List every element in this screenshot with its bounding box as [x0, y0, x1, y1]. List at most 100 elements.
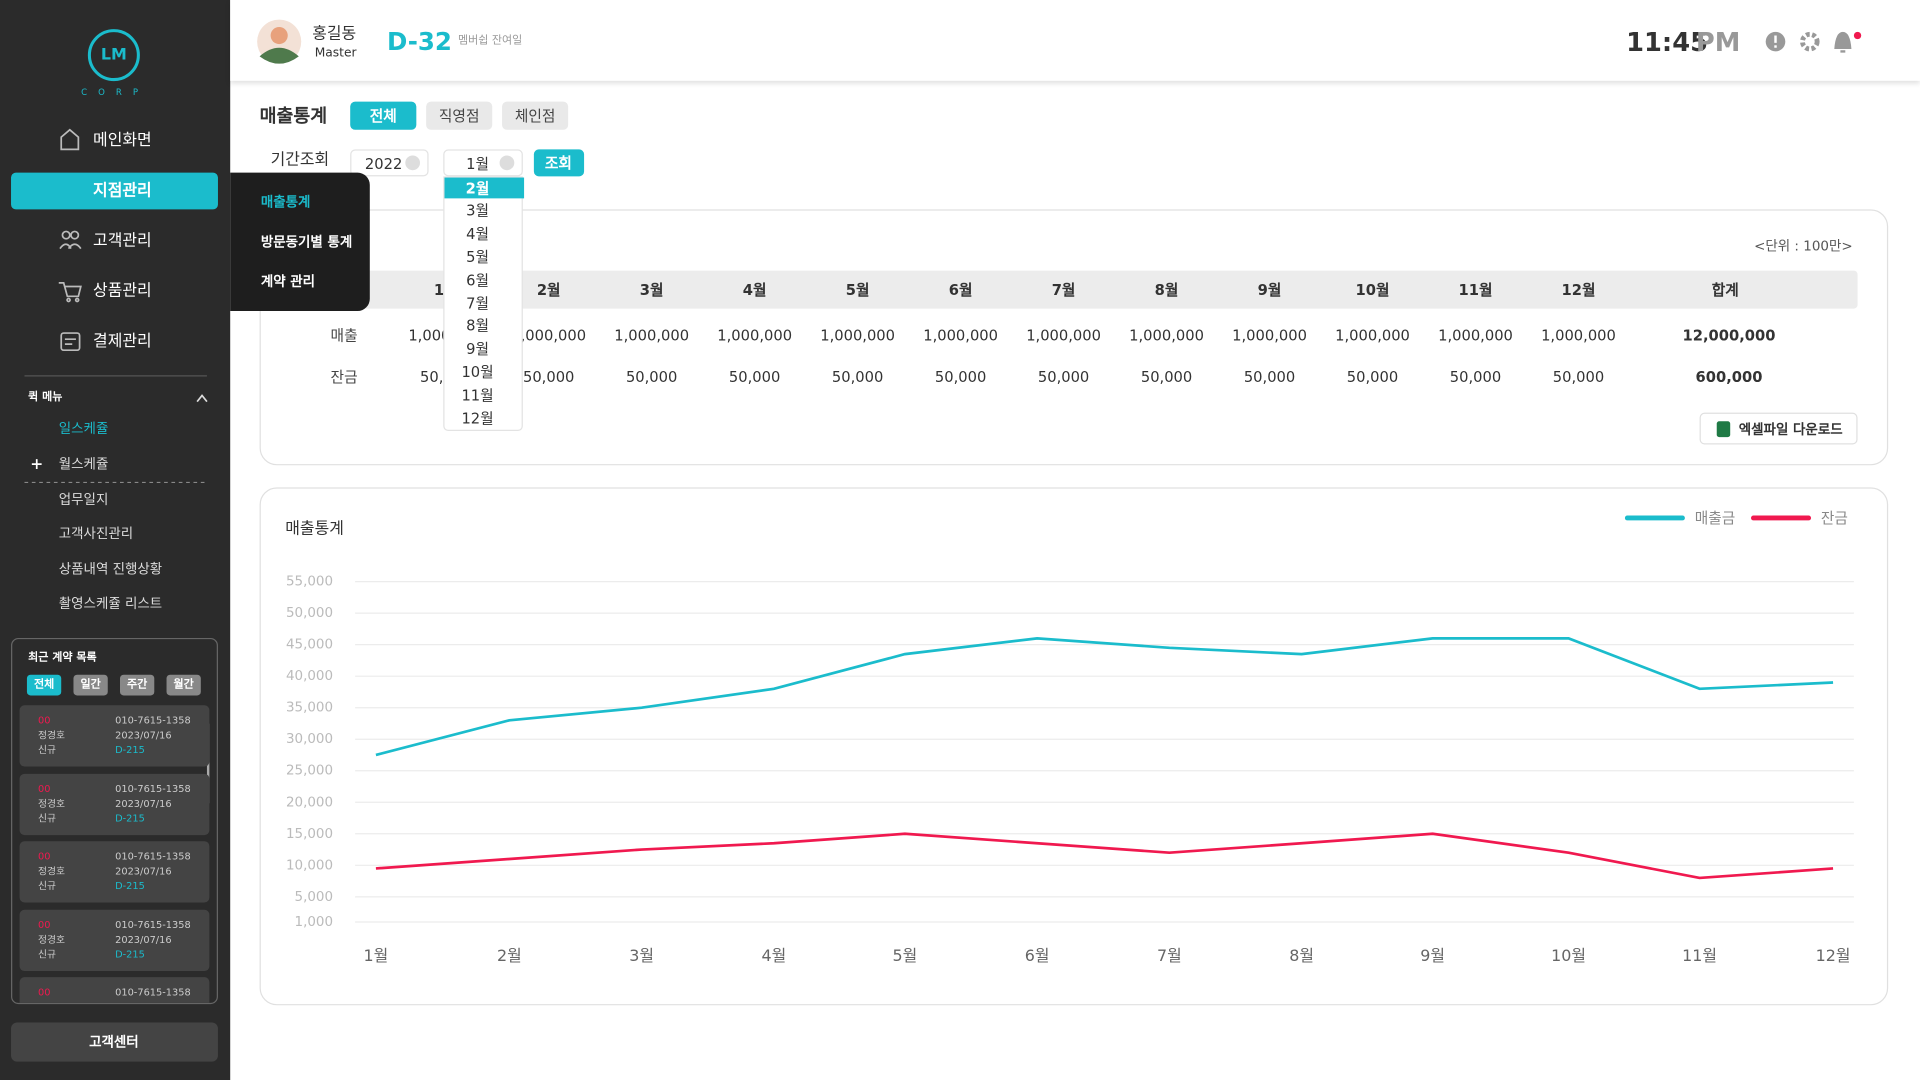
- recent-card[interactable]: 00 정경호 신규 010-7615-1358 2023/07/16 D-215: [19, 705, 210, 767]
- menu-item[interactable]: 지점관리: [93, 181, 152, 201]
- recent-card[interactable]: 00 010-7615-1358: [19, 977, 210, 1003]
- recent-tab-label: 전체: [33, 678, 55, 692]
- month-option[interactable]: 9월: [466, 340, 489, 358]
- recent-tag: 00: [37, 715, 51, 727]
- quick-menu-item[interactable]: 일스케쥴: [58, 420, 109, 437]
- table-cell: 50,000: [1037, 368, 1090, 386]
- recent-tag: 00: [37, 783, 51, 795]
- help-label: 고객센터: [89, 1034, 139, 1050]
- table-cell: 1,000,000: [717, 326, 793, 345]
- month-dropdown: 2월 3월 4월 5월 6월 7월 8월 9월 10월 11월 12월: [443, 176, 525, 432]
- recent-date: 2023/07/16: [115, 865, 172, 877]
- recent-card[interactable]: 00 정경호 신규 010-7615-1358 2023/07/16 D-215: [19, 773, 210, 835]
- filter-tab-label: 전체: [369, 107, 397, 125]
- recent-name: 정경호: [37, 729, 66, 741]
- filter-tab[interactable]: 전체: [350, 101, 417, 130]
- column-header: 8월: [1154, 281, 1179, 299]
- quick-menu-item[interactable]: 업무일지: [58, 491, 109, 508]
- recent-tab-label: 주간: [127, 678, 148, 692]
- help-button[interactable]: 고객센터: [11, 1022, 218, 1062]
- month-option[interactable]: 7월: [466, 294, 489, 312]
- table-cell: 1,000,000: [1129, 326, 1204, 345]
- column-header: 11월: [1458, 281, 1493, 299]
- recent-phone: 010-7615-1358: [115, 986, 191, 998]
- settings-icon[interactable]: [1800, 31, 1820, 52]
- search-button[interactable]: 조회: [533, 149, 585, 177]
- filter-tab[interactable]: 체인점: [502, 101, 569, 130]
- menu-active-bg: [11, 172, 218, 210]
- month-option[interactable]: 3월: [466, 202, 489, 220]
- recent-date: 2023/07/16: [115, 933, 172, 945]
- quick-menu-item[interactable]: 상품내역 진행상황: [58, 561, 163, 578]
- clock-ampm: PM: [1695, 27, 1741, 57]
- month-option[interactable]: 4월: [466, 225, 489, 243]
- submenu-popup: [230, 172, 370, 312]
- year-select[interactable]: 2022: [350, 149, 429, 177]
- column-header: 3월: [639, 281, 664, 299]
- y-tick-label: 55,000: [286, 575, 333, 590]
- quick-menu-item[interactable]: 촬영스케쥴 리스트: [58, 595, 163, 612]
- table-cell: 1,000,000: [511, 326, 587, 345]
- user-name: 홍길동: [312, 25, 357, 44]
- submenu-item[interactable]: 방문동기별 통계: [260, 233, 353, 250]
- recent-tab[interactable]: 월간: [166, 674, 201, 696]
- recent-tab[interactable]: 주간: [120, 674, 155, 696]
- table-cell: 1,000,000: [1232, 326, 1307, 345]
- month-option[interactable]: 2월: [465, 179, 490, 197]
- x-tick-label: 5월: [893, 946, 918, 965]
- recent-card[interactable]: 00 정경호 신규 010-7615-1358 2023/07/16 D-215: [19, 909, 210, 971]
- month-option[interactable]: 11월: [461, 386, 494, 404]
- menu-item[interactable]: 상품관리: [93, 282, 152, 301]
- month-option[interactable]: 8월: [466, 317, 489, 335]
- excel-label: 엑셀파일 다운로드: [1738, 421, 1843, 438]
- filter-tab[interactable]: 직영점: [426, 101, 493, 130]
- column-header: 2월: [536, 281, 561, 299]
- recent-type: 신규: [37, 744, 57, 756]
- month-option[interactable]: 5월: [466, 248, 489, 266]
- menu-item[interactable]: 메인화면: [93, 131, 152, 150]
- recent-tab[interactable]: 전체: [26, 674, 62, 696]
- submenu-item[interactable]: 계약 관리: [260, 273, 316, 290]
- month-option[interactable]: 10월: [461, 363, 494, 381]
- table-cell: 50,000: [1243, 368, 1296, 386]
- month-value: 1월: [466, 155, 489, 173]
- column-header: 6월: [948, 281, 973, 299]
- excel-download-button[interactable]: 엑셀파일 다운로드: [1699, 412, 1858, 445]
- menu-item[interactable]: 결제관리: [93, 332, 152, 351]
- recent-tab[interactable]: 일간: [73, 674, 108, 696]
- chevron: [499, 155, 515, 171]
- y-tick-label: 25,000: [286, 764, 333, 779]
- column-header: 7월: [1051, 281, 1076, 299]
- quick-menu-title: 퀵 메뉴: [28, 391, 63, 404]
- legend-label: 매출금: [1695, 510, 1736, 527]
- logo-subtext: CORP: [81, 87, 150, 98]
- table-cell: 1,000,000: [820, 326, 896, 345]
- menu-item[interactable]: 고객관리: [93, 232, 152, 251]
- table-cell: 50,000: [625, 368, 678, 386]
- month-select[interactable]: 1월: [443, 149, 523, 177]
- row-label: 매출: [330, 326, 358, 345]
- x-tick-label: 4월: [761, 946, 786, 965]
- recent-name: 정경호: [37, 865, 66, 877]
- y-tick-label: 5,000: [295, 890, 334, 905]
- submenu-item[interactable]: 매출통계: [260, 194, 311, 210]
- recent-card[interactable]: 00 정경호 신규 010-7615-1358 2023/07/16 D-215: [19, 841, 210, 903]
- table-cell: 50,000: [522, 368, 575, 386]
- recent-code: D-215: [115, 744, 145, 756]
- y-tick-label: 35,000: [286, 701, 333, 716]
- collapse-caret[interactable]: [196, 394, 208, 403]
- top-bar: [230, 0, 1920, 81]
- table-cell: 50,000: [1449, 368, 1502, 386]
- month-option[interactable]: 12월: [461, 409, 494, 427]
- month-option[interactable]: 6월: [466, 271, 489, 289]
- dday: D-32: [386, 26, 452, 57]
- quick-menu-item[interactable]: 월스케쥴: [58, 456, 109, 473]
- table-cell: 50,000: [1552, 368, 1605, 386]
- notification-icon[interactable]: [1834, 31, 1852, 53]
- quick-menu-item[interactable]: 고객사진관리: [58, 525, 134, 542]
- recent-date: 2023/07/16: [115, 729, 172, 741]
- add-icon[interactable]: [31, 459, 42, 469]
- table-cell: 600,000: [1695, 368, 1763, 386]
